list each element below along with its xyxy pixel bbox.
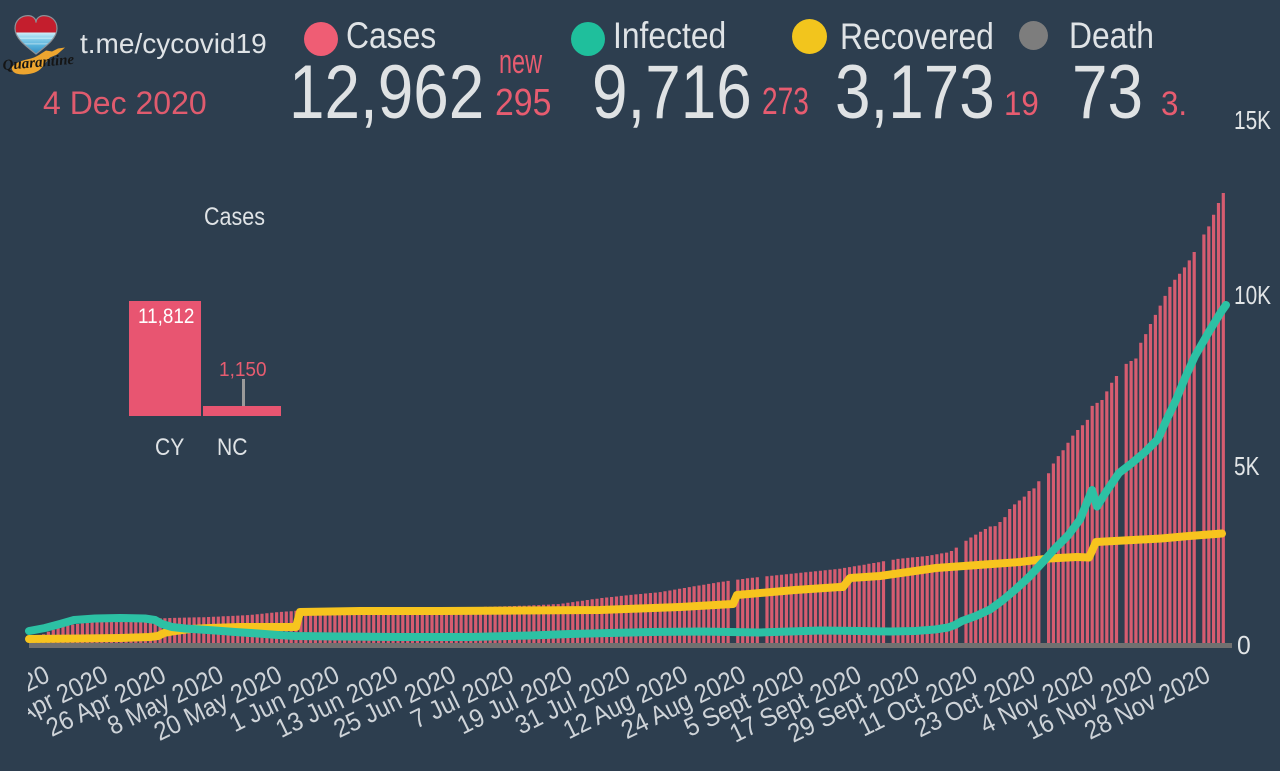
svg-text:Quarantine: Quarantine <box>2 52 75 74</box>
